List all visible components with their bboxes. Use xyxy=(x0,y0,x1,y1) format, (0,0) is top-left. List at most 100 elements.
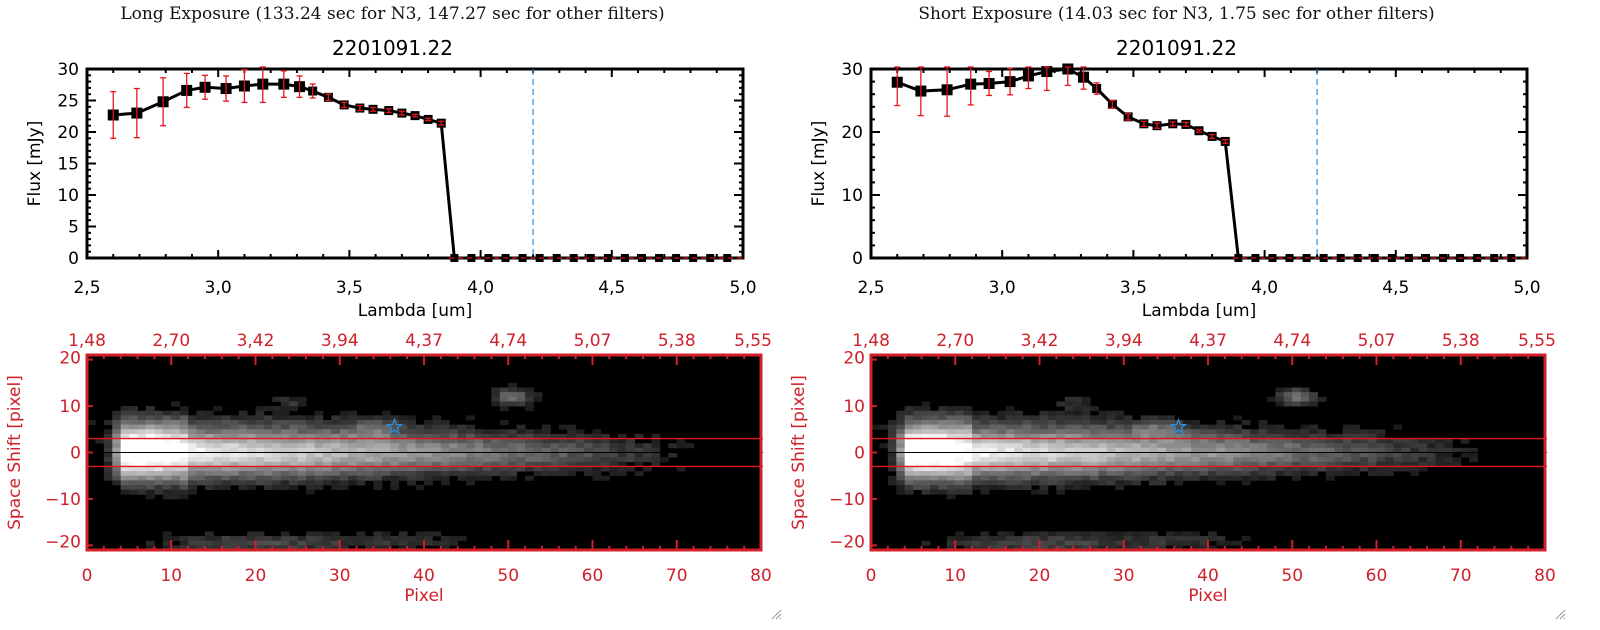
image-pixel xyxy=(196,475,206,481)
image-pixel xyxy=(946,443,956,449)
image-pixel xyxy=(255,452,265,458)
image-pixel xyxy=(1098,457,1108,463)
image-pixel xyxy=(516,461,526,467)
image-pixel xyxy=(592,471,602,477)
image-pixel xyxy=(1140,461,1150,467)
image-pixel xyxy=(314,410,324,416)
image-pixel xyxy=(120,415,130,421)
image-pixel xyxy=(154,461,164,467)
image-pixel xyxy=(213,438,223,444)
image-pixel xyxy=(1123,480,1133,486)
image-pixel xyxy=(365,424,374,430)
image-pixel xyxy=(398,438,408,444)
image-pixel xyxy=(896,447,906,453)
image-pixel xyxy=(1182,466,1192,472)
resize-grip-icon[interactable] xyxy=(770,605,782,620)
image-pixel xyxy=(103,433,113,439)
image-pixel xyxy=(499,461,509,467)
image-pixel xyxy=(1368,466,1377,472)
image-pixel xyxy=(1081,415,1091,421)
image-pixel xyxy=(904,443,914,449)
image-pixel xyxy=(1081,485,1091,491)
image-pixel xyxy=(1199,540,1209,546)
image-pixel xyxy=(1368,429,1377,435)
image-pixel xyxy=(171,466,181,472)
image-pixel xyxy=(129,424,138,430)
image-pixel xyxy=(946,415,956,421)
image-pixel xyxy=(1191,438,1200,444)
image-pixel xyxy=(1283,429,1293,435)
image-pixel xyxy=(221,433,231,439)
image-pixel xyxy=(946,433,956,439)
image-pixel xyxy=(162,429,172,435)
image-pixel xyxy=(407,457,416,463)
image-pixel xyxy=(1325,447,1335,453)
image-pixel xyxy=(331,433,341,439)
image-pixel xyxy=(1081,457,1091,463)
image-pixel xyxy=(171,457,181,463)
image-pixel xyxy=(348,536,358,542)
image-pixel xyxy=(516,429,526,435)
image-pixel xyxy=(643,466,652,472)
image-pixel xyxy=(1005,443,1015,449)
image-pixel xyxy=(1334,438,1344,444)
image-pixel xyxy=(449,429,459,435)
image-pixel xyxy=(963,475,973,481)
image-pixel xyxy=(424,443,433,449)
image-pixel xyxy=(1182,457,1192,463)
image-pixel xyxy=(1469,457,1479,463)
image-pixel xyxy=(331,420,341,426)
image-pixel xyxy=(1031,457,1040,463)
image-pixel xyxy=(558,438,568,444)
image-pixel xyxy=(230,461,240,467)
image-pixel xyxy=(1233,466,1243,472)
image-pixel xyxy=(1073,461,1083,467)
image-pixel xyxy=(440,443,450,449)
image-pixel xyxy=(963,536,973,542)
image-pixel xyxy=(1047,480,1057,486)
image-pixel xyxy=(306,489,315,495)
image-pixel xyxy=(213,540,223,546)
image-pixel xyxy=(255,447,265,453)
image-pixel xyxy=(103,461,113,467)
image-pixel xyxy=(1182,438,1192,444)
image-pixel xyxy=(499,429,509,435)
image-pixel xyxy=(1132,447,1142,453)
image-pixel xyxy=(1309,471,1318,477)
image-pixel xyxy=(1393,424,1403,430)
image-pixel xyxy=(988,475,998,481)
image-pixel xyxy=(997,545,1007,551)
image-pixel xyxy=(179,415,189,421)
image-pixel xyxy=(112,410,122,416)
image-pixel xyxy=(238,452,248,458)
image-pixel xyxy=(1435,452,1445,458)
image-pixel xyxy=(204,424,214,430)
image-pixel xyxy=(213,406,223,412)
image-pixel xyxy=(921,433,931,439)
image-pixel xyxy=(567,438,577,444)
image-pixel xyxy=(365,461,374,467)
image-pixel xyxy=(112,471,122,477)
image-pixel xyxy=(145,406,155,412)
resize-grip-icon[interactable] xyxy=(1554,605,1566,620)
image-pixel xyxy=(1224,540,1234,546)
exposure-title: Long Exposure (133.24 sec for N3, 147.27… xyxy=(120,4,665,24)
image-pixel xyxy=(171,489,181,495)
image-pixel xyxy=(533,443,543,449)
image-pixel xyxy=(533,438,543,444)
image-pixel xyxy=(129,489,138,495)
image-pixel xyxy=(1098,415,1108,421)
image-pixel xyxy=(247,452,256,458)
image-pixel xyxy=(1266,466,1276,472)
image-pixel xyxy=(1351,433,1361,439)
image-pixel xyxy=(162,438,172,444)
image-pixel xyxy=(1165,424,1175,430)
image-pixel xyxy=(1157,433,1167,439)
image-pixel xyxy=(103,452,113,458)
image-pixel xyxy=(1216,466,1226,472)
image-pixel xyxy=(1132,420,1142,426)
image-pixel xyxy=(1106,420,1116,426)
image-pixel xyxy=(879,424,889,430)
image-pixel xyxy=(112,452,122,458)
image-pixel xyxy=(955,485,965,491)
